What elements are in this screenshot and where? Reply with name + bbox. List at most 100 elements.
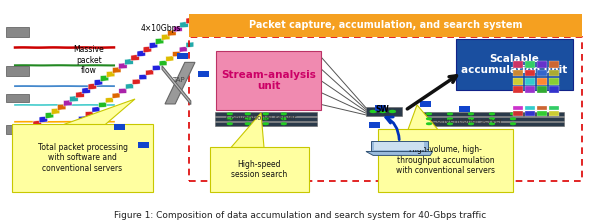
FancyBboxPatch shape xyxy=(513,106,523,110)
Polygon shape xyxy=(99,102,107,108)
FancyBboxPatch shape xyxy=(189,14,582,37)
FancyBboxPatch shape xyxy=(114,124,125,130)
Circle shape xyxy=(263,123,268,125)
Polygon shape xyxy=(231,113,264,147)
FancyBboxPatch shape xyxy=(549,61,559,68)
Polygon shape xyxy=(125,84,133,89)
Text: Stream-analysis
unit: Stream-analysis unit xyxy=(221,70,316,92)
FancyBboxPatch shape xyxy=(177,53,188,59)
Polygon shape xyxy=(143,46,152,53)
FancyBboxPatch shape xyxy=(6,66,29,76)
Circle shape xyxy=(281,123,286,125)
Text: High-speed
session search: High-speed session search xyxy=(232,160,287,179)
Circle shape xyxy=(380,110,386,112)
Polygon shape xyxy=(366,151,433,155)
FancyBboxPatch shape xyxy=(215,122,317,126)
Circle shape xyxy=(490,113,494,115)
Polygon shape xyxy=(100,75,109,81)
FancyBboxPatch shape xyxy=(525,86,535,93)
Circle shape xyxy=(245,118,250,120)
Polygon shape xyxy=(180,22,188,28)
Polygon shape xyxy=(85,111,93,117)
Polygon shape xyxy=(64,100,72,106)
Polygon shape xyxy=(137,50,145,57)
FancyBboxPatch shape xyxy=(549,86,559,93)
FancyBboxPatch shape xyxy=(6,94,29,102)
Polygon shape xyxy=(152,65,160,71)
Circle shape xyxy=(281,113,286,115)
Polygon shape xyxy=(88,83,97,90)
Polygon shape xyxy=(52,108,60,114)
Polygon shape xyxy=(132,79,140,84)
FancyBboxPatch shape xyxy=(513,70,523,76)
FancyBboxPatch shape xyxy=(215,117,317,121)
Text: TAP: TAP xyxy=(172,77,185,83)
Polygon shape xyxy=(112,93,120,98)
Circle shape xyxy=(490,123,494,125)
Polygon shape xyxy=(161,34,170,40)
Circle shape xyxy=(448,113,452,115)
FancyBboxPatch shape xyxy=(537,106,547,110)
Polygon shape xyxy=(63,99,135,125)
Text: Total packet processing
with software and
conventional servers: Total packet processing with software an… xyxy=(37,143,128,173)
Circle shape xyxy=(469,118,473,120)
Circle shape xyxy=(511,118,515,120)
Polygon shape xyxy=(155,38,164,44)
Polygon shape xyxy=(125,59,133,65)
Polygon shape xyxy=(119,63,127,69)
Polygon shape xyxy=(45,112,53,119)
Polygon shape xyxy=(94,79,103,86)
FancyBboxPatch shape xyxy=(549,112,559,116)
Text: 4×10Gbps: 4×10Gbps xyxy=(140,24,181,33)
FancyBboxPatch shape xyxy=(525,78,535,85)
FancyBboxPatch shape xyxy=(537,70,547,76)
Polygon shape xyxy=(106,71,115,77)
Circle shape xyxy=(263,113,268,115)
Polygon shape xyxy=(39,116,47,123)
Circle shape xyxy=(263,118,268,120)
Polygon shape xyxy=(119,88,127,94)
FancyBboxPatch shape xyxy=(375,105,386,111)
Circle shape xyxy=(511,123,515,125)
Text: Packet capture, accumulation, and search system: Packet capture, accumulation, and search… xyxy=(249,20,522,30)
Text: Figure 1: Composition of data accumulation and search system for 40-Gbps traffic: Figure 1: Composition of data accumulati… xyxy=(114,211,486,220)
FancyBboxPatch shape xyxy=(537,61,547,68)
Polygon shape xyxy=(52,134,59,140)
FancyBboxPatch shape xyxy=(525,106,535,110)
Polygon shape xyxy=(149,42,158,48)
Circle shape xyxy=(427,113,431,115)
Circle shape xyxy=(245,123,250,125)
Text: SW: SW xyxy=(376,105,389,114)
FancyBboxPatch shape xyxy=(525,61,535,68)
FancyBboxPatch shape xyxy=(215,112,317,116)
Circle shape xyxy=(227,123,232,125)
Polygon shape xyxy=(70,96,78,102)
Polygon shape xyxy=(371,141,428,151)
Circle shape xyxy=(389,110,395,112)
Text: Conventional server: Conventional server xyxy=(226,115,296,121)
FancyBboxPatch shape xyxy=(537,112,547,116)
FancyBboxPatch shape xyxy=(537,86,547,93)
Polygon shape xyxy=(139,74,147,80)
Polygon shape xyxy=(58,104,66,110)
Polygon shape xyxy=(76,92,84,98)
FancyBboxPatch shape xyxy=(417,117,564,121)
Polygon shape xyxy=(79,116,86,121)
Text: Conventional server: Conventional server xyxy=(431,118,502,124)
Circle shape xyxy=(281,118,286,120)
Polygon shape xyxy=(65,125,73,131)
Circle shape xyxy=(448,118,452,120)
FancyBboxPatch shape xyxy=(525,70,535,76)
Polygon shape xyxy=(45,139,53,145)
Polygon shape xyxy=(131,55,139,61)
FancyBboxPatch shape xyxy=(549,70,559,76)
FancyBboxPatch shape xyxy=(549,106,559,110)
Polygon shape xyxy=(58,130,66,135)
Polygon shape xyxy=(33,120,41,127)
Polygon shape xyxy=(146,70,154,75)
Polygon shape xyxy=(159,61,167,66)
FancyBboxPatch shape xyxy=(210,147,309,192)
FancyBboxPatch shape xyxy=(366,107,402,116)
FancyBboxPatch shape xyxy=(537,78,547,85)
Polygon shape xyxy=(165,62,195,104)
